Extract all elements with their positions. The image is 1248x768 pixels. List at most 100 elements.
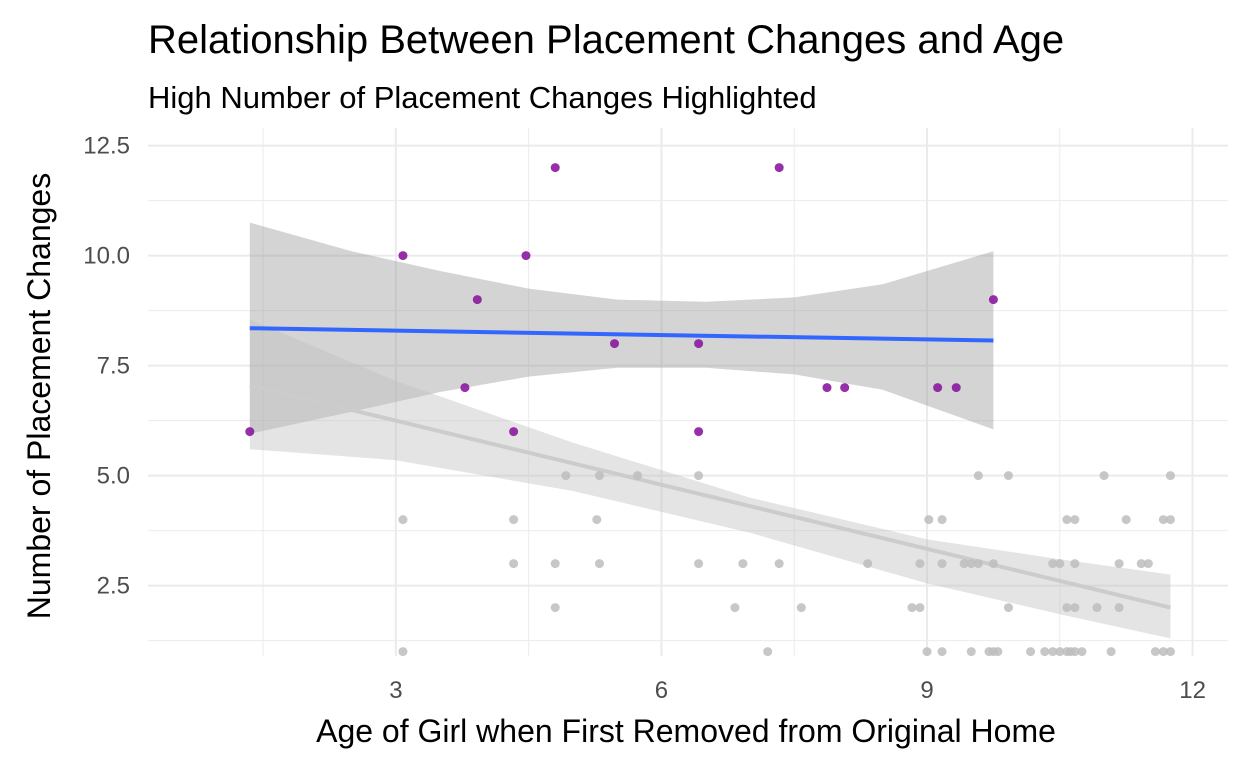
other-point — [1040, 647, 1050, 657]
high-point — [840, 383, 850, 393]
other-point — [1070, 603, 1080, 613]
other-point — [1003, 471, 1013, 481]
high-point — [951, 383, 961, 393]
grid-lines — [148, 128, 1228, 656]
other-point — [1114, 603, 1124, 613]
x-tick-label: 6 — [655, 677, 668, 704]
other-point — [915, 603, 925, 613]
other-point — [1026, 647, 1036, 657]
high-point — [774, 163, 784, 173]
other-point — [1165, 515, 1175, 525]
other-point — [915, 559, 925, 569]
y-tick-label: 10.0 — [83, 243, 130, 270]
other-point — [1136, 559, 1146, 569]
other-point — [763, 647, 773, 657]
high-point — [988, 295, 998, 305]
high-point — [398, 251, 408, 261]
other-confidence-band — [249, 319, 1171, 639]
other-point — [561, 471, 571, 481]
other-point — [694, 559, 704, 569]
y-tick-label: 2.5 — [97, 573, 130, 600]
other-point — [993, 647, 1003, 657]
other-point — [1077, 647, 1087, 657]
high-trend-line — [249, 326, 994, 343]
other-point — [907, 603, 917, 613]
chart-title: Relationship Between Placement Changes a… — [148, 18, 1065, 62]
other-point — [1070, 515, 1080, 525]
y-tick-label: 5.0 — [97, 463, 130, 490]
other-point — [937, 515, 947, 525]
other-point — [1114, 559, 1124, 569]
other-point — [1121, 515, 1131, 525]
other-point — [550, 603, 560, 613]
other-point — [1158, 515, 1168, 525]
trend-lines — [249, 326, 1171, 610]
other-point — [1143, 559, 1153, 569]
other-point — [1055, 559, 1065, 569]
high-point — [550, 163, 560, 173]
other-point — [1062, 603, 1072, 613]
high-point — [610, 339, 620, 349]
other-point — [398, 515, 408, 525]
other-point — [1070, 647, 1080, 657]
high-point — [245, 427, 255, 437]
high-point — [822, 383, 832, 393]
other-point — [1092, 603, 1102, 613]
other-point — [398, 647, 408, 657]
other-point — [1106, 647, 1116, 657]
other-point — [966, 559, 976, 569]
other-point — [1062, 515, 1072, 525]
other-point — [592, 515, 602, 525]
other-point — [1150, 647, 1160, 657]
other-point — [594, 471, 604, 481]
other-point — [730, 603, 740, 613]
x-axis-title: Age of Girl when First Removed from Orig… — [316, 713, 1056, 749]
other-point — [1070, 559, 1080, 569]
high-point — [472, 295, 482, 305]
other-point — [509, 515, 519, 525]
high-point — [509, 427, 519, 437]
other-point — [973, 559, 983, 569]
high-point — [933, 383, 943, 393]
x-tick-label: 3 — [389, 677, 402, 704]
other-point — [1048, 559, 1058, 569]
other-point — [594, 559, 604, 569]
other-point — [1099, 471, 1109, 481]
other-point — [1055, 647, 1065, 657]
other-point — [1048, 647, 1058, 657]
other-point — [774, 559, 784, 569]
other-point — [1165, 647, 1175, 657]
other-point — [550, 559, 560, 569]
confidence-bands — [249, 222, 1171, 639]
high-point — [460, 383, 470, 393]
other-point — [633, 471, 643, 481]
other-trend-line — [249, 383, 1171, 610]
other-point — [863, 559, 873, 569]
other-point — [509, 559, 519, 569]
x-tick-label: 9 — [920, 677, 933, 704]
other-point — [1158, 647, 1168, 657]
other-point — [966, 647, 976, 657]
data-points — [245, 163, 1175, 657]
other-point — [973, 471, 983, 481]
other-point — [1165, 471, 1175, 481]
high-confidence-band — [249, 222, 994, 434]
y-tick-label: 12.5 — [83, 133, 130, 160]
x-tick-label: 12 — [1179, 677, 1206, 704]
other-point — [738, 559, 748, 569]
high-point — [521, 251, 531, 261]
other-point — [937, 647, 947, 657]
high-point — [694, 339, 704, 349]
other-point — [959, 559, 969, 569]
other-point — [694, 471, 704, 481]
other-point — [937, 559, 947, 569]
other-point — [988, 559, 998, 569]
other-point — [922, 647, 932, 657]
other-point — [924, 515, 934, 525]
other-point — [796, 603, 806, 613]
chart-subtitle: High Number of Placement Changes Highlig… — [148, 80, 817, 115]
y-axis-title: Number of Placement Changes — [21, 173, 57, 619]
high-point — [694, 427, 704, 437]
other-point — [1003, 603, 1013, 613]
